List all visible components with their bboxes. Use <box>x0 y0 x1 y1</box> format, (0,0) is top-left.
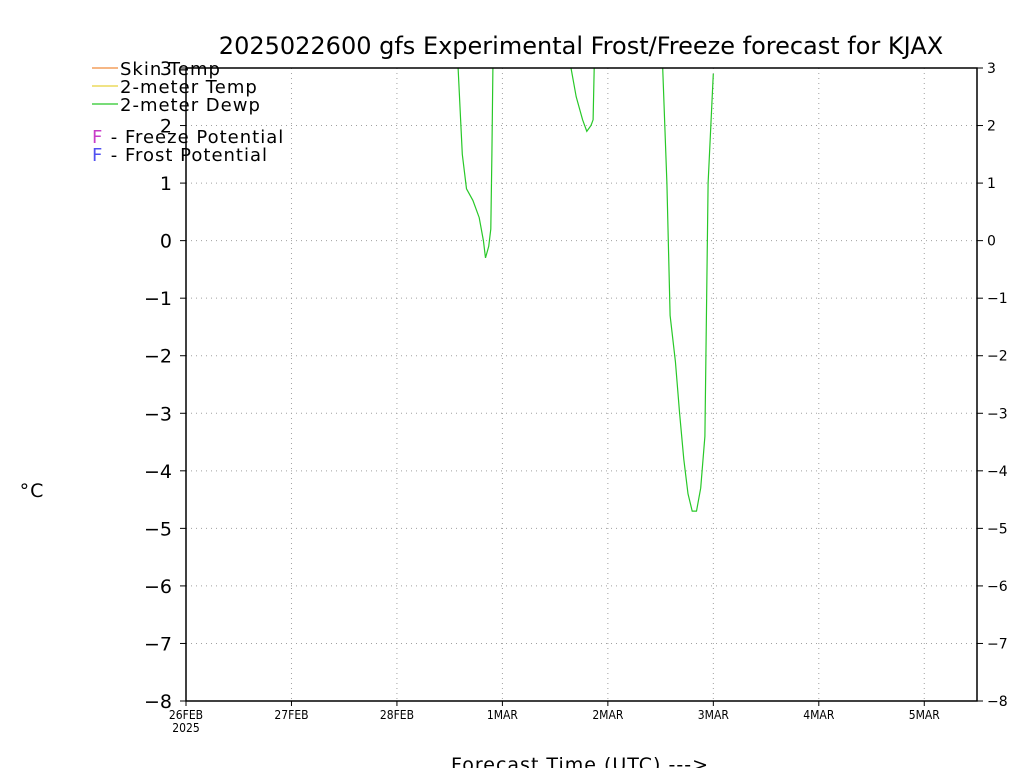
x-tick-label: 1MAR <box>487 708 519 722</box>
legend-marker-symbol: F <box>92 145 103 166</box>
series-line-dewpoint <box>457 67 494 259</box>
y-tick-label-right: −5 <box>987 521 1008 537</box>
y-tick-label-right: −6 <box>987 579 1008 595</box>
y-tick-label-left: −4 <box>144 461 172 483</box>
y-tick-label-left: 0 <box>160 231 172 253</box>
y-tick-label-left: −3 <box>144 403 172 425</box>
y-tick-label-left: −1 <box>144 288 172 310</box>
y-tick-label-left: −5 <box>144 518 172 540</box>
legend-marker-label: - Frost Potential <box>104 145 268 166</box>
y-tick-label-right: −2 <box>987 349 1008 365</box>
y-tick-label-right: 1 <box>987 176 996 192</box>
chart-title: 2025022600 gfs Experimental Frost/Freeze… <box>219 32 943 60</box>
y-tick-label-left: 2 <box>160 116 172 138</box>
y-axis-ticks: 3 3 2 2 1 1 0 0 −1 −1 −2 −2 −3 −3 −4 −4 −5 −5 −6 −6 −7 −7 −8 −8 <box>144 58 1008 713</box>
grid-lines <box>186 68 977 701</box>
y-tick-label-left: 1 <box>160 173 172 195</box>
legend-label: 2-meter Dewp <box>120 95 261 116</box>
series-line-dewpoint <box>570 67 595 133</box>
y-tick-label-right: −1 <box>987 291 1008 307</box>
legend-label: 2-meter Temp <box>120 77 258 98</box>
y-tick-label-right: −8 <box>987 694 1008 710</box>
y-tick-label-right: −7 <box>987 636 1008 652</box>
y-tick-label-left: −6 <box>144 576 172 598</box>
x-tick-label: 4MAR <box>803 708 835 722</box>
y-tick-label-right: −4 <box>987 464 1008 480</box>
x-tick-label: 28FEB <box>380 708 414 722</box>
y-axis-label: °C <box>20 480 45 502</box>
x-axis-label: Forecast Time (UTC) ---> <box>451 754 709 768</box>
y-tick-label-right: 2 <box>987 119 996 135</box>
y-tick-label-left: 3 <box>160 58 172 80</box>
y-tick-label-right: 0 <box>987 234 996 250</box>
x-tick-label: 27FEB <box>274 708 308 722</box>
series-group <box>457 67 714 512</box>
x-tick-label: 2MAR <box>592 708 624 722</box>
x-tick-year-label: 2025 <box>172 721 199 735</box>
x-tick-label: 3MAR <box>698 708 730 722</box>
legend-marker-symbol: F <box>92 127 103 148</box>
y-tick-label-left: −8 <box>144 691 172 713</box>
series-line-dewpoint <box>662 67 714 512</box>
y-tick-label-right: −3 <box>987 406 1008 422</box>
y-tick-label-left: −7 <box>144 633 172 655</box>
y-tick-label-left: −2 <box>144 346 172 368</box>
y-tick-label-right: 3 <box>987 61 996 77</box>
x-tick-label: 5MAR <box>909 708 941 722</box>
legend-label: Skin Temp <box>120 59 221 80</box>
plot-frame <box>185 67 978 702</box>
legend-marker-label: - Freeze Potential <box>104 127 284 148</box>
x-tick-label: 26FEB <box>169 708 203 722</box>
